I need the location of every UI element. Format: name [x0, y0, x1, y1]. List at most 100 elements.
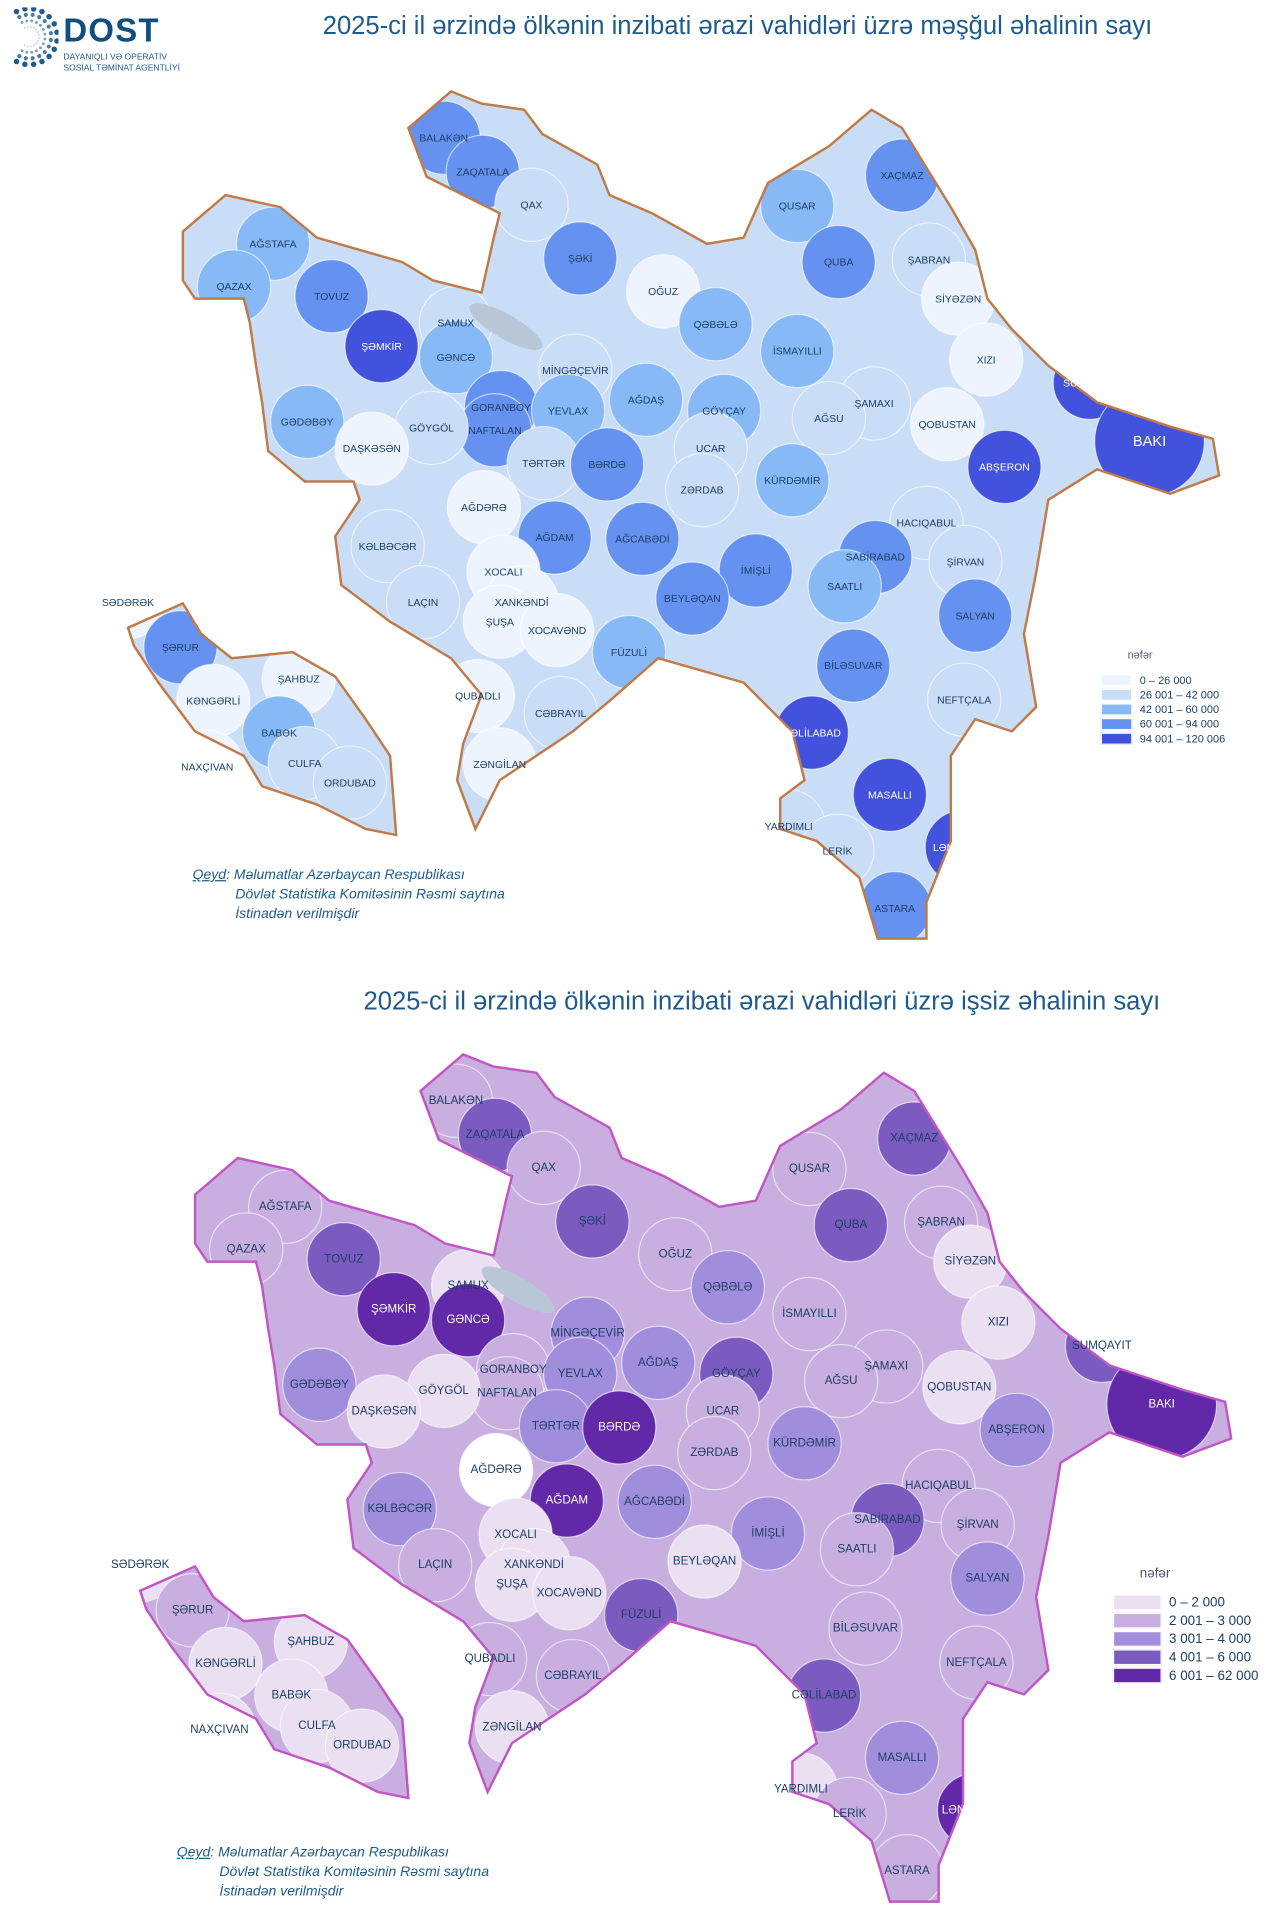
- region-label: LƏNKƏRAN: [932, 841, 991, 854]
- region-label: TƏRTƏR: [531, 1419, 580, 1433]
- region-label: BƏRDƏ: [598, 1420, 641, 1435]
- region-label: CULFA: [288, 756, 322, 770]
- region-48: [807, 549, 882, 624]
- region-label: FÜZULİ: [610, 646, 648, 659]
- region-label: ASTARA: [874, 902, 916, 915]
- region-11: [772, 1131, 847, 1207]
- region-label: BALAKƏN: [428, 1094, 484, 1108]
- logo-dot: [51, 21, 57, 27]
- region-label: ŞƏMKİR: [361, 340, 402, 353]
- region-label: AĞCABƏDİ: [615, 532, 670, 545]
- region-2: [494, 167, 569, 242]
- logo-dot: [23, 56, 28, 61]
- region-label: ŞAHBUZ: [287, 1635, 335, 1649]
- legend-label: 0 – 2 000: [1169, 1595, 1225, 1610]
- logo-dot: [13, 58, 20, 65]
- region-label: SƏDƏRƏK: [101, 596, 155, 609]
- note-line-1: : Məlumatlar Azərbaycan Respublikası: [226, 867, 465, 883]
- country-border: [181, 90, 1221, 940]
- logo-dot: [41, 27, 45, 31]
- region-40: [350, 508, 425, 584]
- logo-dot: [22, 61, 28, 68]
- logo-dot: [54, 38, 60, 44]
- region-label: LAÇIN: [418, 1558, 453, 1572]
- mingachevir-reservoir: [481, 1266, 555, 1313]
- region-label: HACIQABUL: [896, 516, 957, 530]
- region-label: GƏDƏBƏY: [280, 415, 334, 428]
- region-16: [690, 1250, 765, 1325]
- region-label: AĞSTAFA: [249, 237, 297, 250]
- region-3: [555, 1184, 630, 1259]
- region-32: [282, 1347, 357, 1422]
- region-32: [270, 384, 345, 459]
- logo-dot: [38, 37, 40, 39]
- legend: nəfər 0 – 2 000 2 001 – 3 000 3 001 – 4 000…: [1112, 1566, 1259, 1684]
- region-label: ZAQATALA: [456, 165, 510, 178]
- region-label: BİLƏSUVAR: [824, 659, 883, 672]
- region-label: SALYAN: [965, 1571, 1010, 1586]
- logo-dot: [48, 37, 54, 43]
- region-7: [344, 309, 419, 384]
- region-label: NEFTÇALA: [946, 1656, 1007, 1670]
- logo-dot: [26, 45, 29, 47]
- legend-label: 94 001 – 120 006: [1139, 732, 1226, 745]
- region-label: MİNGƏÇEVİR: [550, 1326, 625, 1341]
- region-label: NEFTÇALA: [937, 693, 992, 706]
- legend: nəfər 0 – 26 000 26 001 – 42 000 42 001 – 6…: [1100, 648, 1226, 747]
- region-label: SAATLI: [827, 580, 863, 593]
- logo-dot: [20, 49, 24, 53]
- region-label: NAFTALAN: [477, 1386, 537, 1401]
- region-label: CULFA: [298, 1719, 336, 1733]
- logo-dot: [24, 27, 26, 29]
- logo-dot: [23, 12, 28, 17]
- region-label: AĞDAM: [545, 1493, 589, 1508]
- region-62: [852, 757, 928, 832]
- logo-dot: [32, 27, 35, 29]
- region-label: HACIQABUL: [905, 1479, 973, 1493]
- logo-dot: [41, 42, 45, 46]
- region-label: LERİK: [822, 844, 853, 857]
- legend-item: 0 – 2 000: [1112, 1593, 1259, 1611]
- region-label: ORDUBAD: [333, 1738, 392, 1753]
- legend-swatch: [1112, 1649, 1162, 1666]
- region-27: [979, 1392, 1054, 1468]
- region-label: XOCALI: [484, 565, 523, 578]
- region-label: GƏDƏBƏY: [289, 1378, 349, 1392]
- legend-swatch: [1100, 674, 1133, 687]
- logo-dot: [30, 12, 35, 17]
- region-label: YARDIMLI: [773, 1782, 828, 1797]
- region-label: UCAR: [706, 1404, 740, 1419]
- region-label: SAMUX: [447, 1279, 489, 1293]
- region-49: [385, 565, 461, 640]
- logo-dot: [30, 61, 37, 68]
- logo-dot: [22, 6, 28, 12]
- region-label: ŞABRAN: [907, 253, 951, 266]
- region-label: XOCAVƏND: [536, 1586, 602, 1600]
- logo-dot: [46, 53, 52, 60]
- legend-swatch: [1112, 1594, 1162, 1611]
- region-label: XAÇMAZ: [890, 1131, 939, 1146]
- source-note: Qeyd: Məlumatlar Azərbaycan Respublikası…: [193, 865, 505, 924]
- region-label: CƏLİLABAD: [791, 1688, 857, 1703]
- region-6: [306, 1222, 381, 1297]
- legend-swatch: [1100, 703, 1133, 716]
- region-label: ŞƏKİ: [578, 1214, 607, 1229]
- logo-dot: [46, 24, 51, 29]
- region-label: KÜRDƏMİR: [773, 1436, 836, 1451]
- choropleth-map: [138, 1053, 1233, 1903]
- region-label: İSMAYILLI: [782, 1307, 837, 1321]
- region-35: [569, 427, 645, 502]
- legend-item: 6 001 – 62 000: [1112, 1666, 1259, 1684]
- legend-unit: nəfər: [1127, 648, 1153, 661]
- region-label: YEVLAX: [547, 404, 589, 417]
- region-label: QUBADLI: [455, 689, 501, 703]
- region-label: AĞDAŞ: [637, 1356, 679, 1370]
- region-18: [948, 322, 1024, 397]
- region-42: [617, 1464, 692, 1539]
- region-label: CƏLİLABAD: [782, 726, 841, 739]
- logo-dot: [48, 31, 54, 36]
- region-label: DAŞKƏSƏN: [351, 1404, 417, 1419]
- note-line-3: İstinadən verilmişdir: [219, 1884, 344, 1900]
- region-52: [655, 561, 730, 636]
- region-label: CƏBRAYIL: [535, 707, 587, 720]
